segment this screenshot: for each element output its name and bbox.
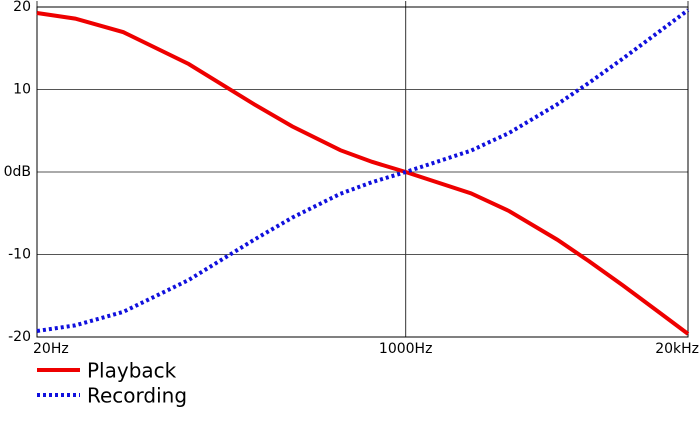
legend-label: Recording <box>87 384 187 408</box>
x-tick-label: 20Hz <box>33 341 69 357</box>
legend-label: Playback <box>87 359 177 383</box>
x-tick-label: 20kHz <box>655 341 699 357</box>
y-tick-label: 10 <box>13 82 31 98</box>
line-series <box>36 8 690 333</box>
plot-frame <box>36 6 689 338</box>
line-series <box>36 11 690 336</box>
x-tick-label: 1000Hz <box>379 341 433 357</box>
y-tick-label: 0dB <box>4 164 31 180</box>
y-tick-label: -10 <box>8 247 31 263</box>
y-tick-label: -20 <box>8 329 31 345</box>
y-tick-label: 20 <box>13 0 31 15</box>
